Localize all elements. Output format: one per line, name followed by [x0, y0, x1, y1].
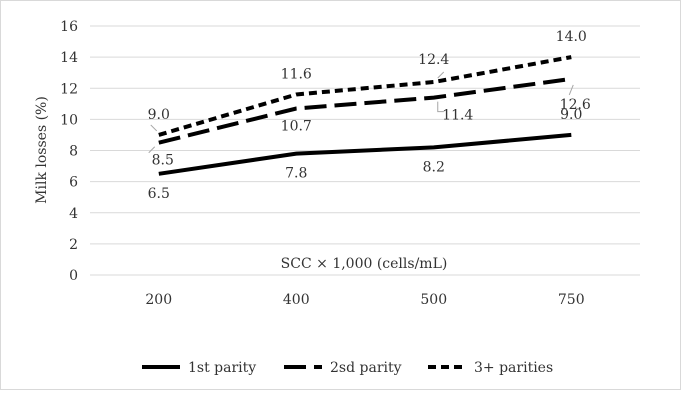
- y-tick-label: 2: [69, 237, 78, 253]
- y-tick-label: 12: [60, 81, 78, 97]
- leader-line-2: [568, 84, 574, 96]
- x-tick-label: 200: [145, 292, 172, 308]
- y-tick-label: 14: [60, 50, 78, 66]
- data-label-s2-p3: 14.0: [556, 29, 587, 45]
- data-label-s1-p0: 8.5: [152, 153, 174, 169]
- legend-label-0: 1st parity: [188, 360, 256, 376]
- x-tick-label: 500: [420, 292, 447, 308]
- data-labels: 6.57.8 8.29.08.510.711.412.69.011.612.414…: [148, 29, 591, 202]
- leader-line-0: [148, 146, 156, 154]
- data-label-s0-p3: 9.0: [560, 107, 582, 123]
- data-label-s2-p0: 9.0: [148, 107, 170, 123]
- series-line-0: [158, 132, 572, 176]
- y-tick-label: 10: [60, 112, 78, 128]
- x-axis-ticks: 200 400 500 750: [145, 292, 584, 308]
- data-label-s2-p2: 12.4: [418, 52, 449, 68]
- label-leader-lines: [148, 71, 574, 154]
- data-label-s0-p0: 6.5: [148, 186, 170, 202]
- x-tick-label: 400: [283, 292, 310, 308]
- data-label-s0-p2: 8.2: [423, 159, 445, 175]
- x-tick-label: 750: [558, 292, 585, 308]
- series-lines: [158, 55, 572, 176]
- leader-line-4: [437, 71, 445, 79]
- y-tick-label: 0: [69, 268, 78, 284]
- leader-line-3: [150, 124, 158, 132]
- legend-label-1: 2sd parity: [330, 360, 402, 376]
- y-tick-label: 4: [69, 206, 78, 222]
- y-tick-label: 6: [69, 175, 78, 191]
- y-axis-title: Milk losses (%): [34, 96, 50, 204]
- x-axis-title: SCC × 1,000 (cells/mL): [281, 256, 448, 272]
- y-axis-ticks: 0 2 4 6 8 10 12 14 16: [60, 19, 78, 284]
- legend-label-2: 3+ parities: [474, 360, 553, 376]
- data-label-s1-p1: 10.7: [281, 118, 312, 134]
- leader-line-1: [437, 101, 444, 113]
- series-line-2: [158, 55, 572, 137]
- series-line-1: [158, 76, 572, 145]
- legend: 1st parity 2sd parity 3+ parities: [142, 360, 553, 376]
- data-label-s0-p1: 7.8: [285, 166, 307, 182]
- data-label-s1-p2: 11.4: [442, 108, 473, 124]
- data-label-s2-p1: 11.6: [281, 66, 312, 82]
- y-tick-label: 16: [60, 19, 78, 35]
- data-label-s1-p3: 12.6: [560, 97, 591, 113]
- y-tick-label: 8: [69, 144, 78, 160]
